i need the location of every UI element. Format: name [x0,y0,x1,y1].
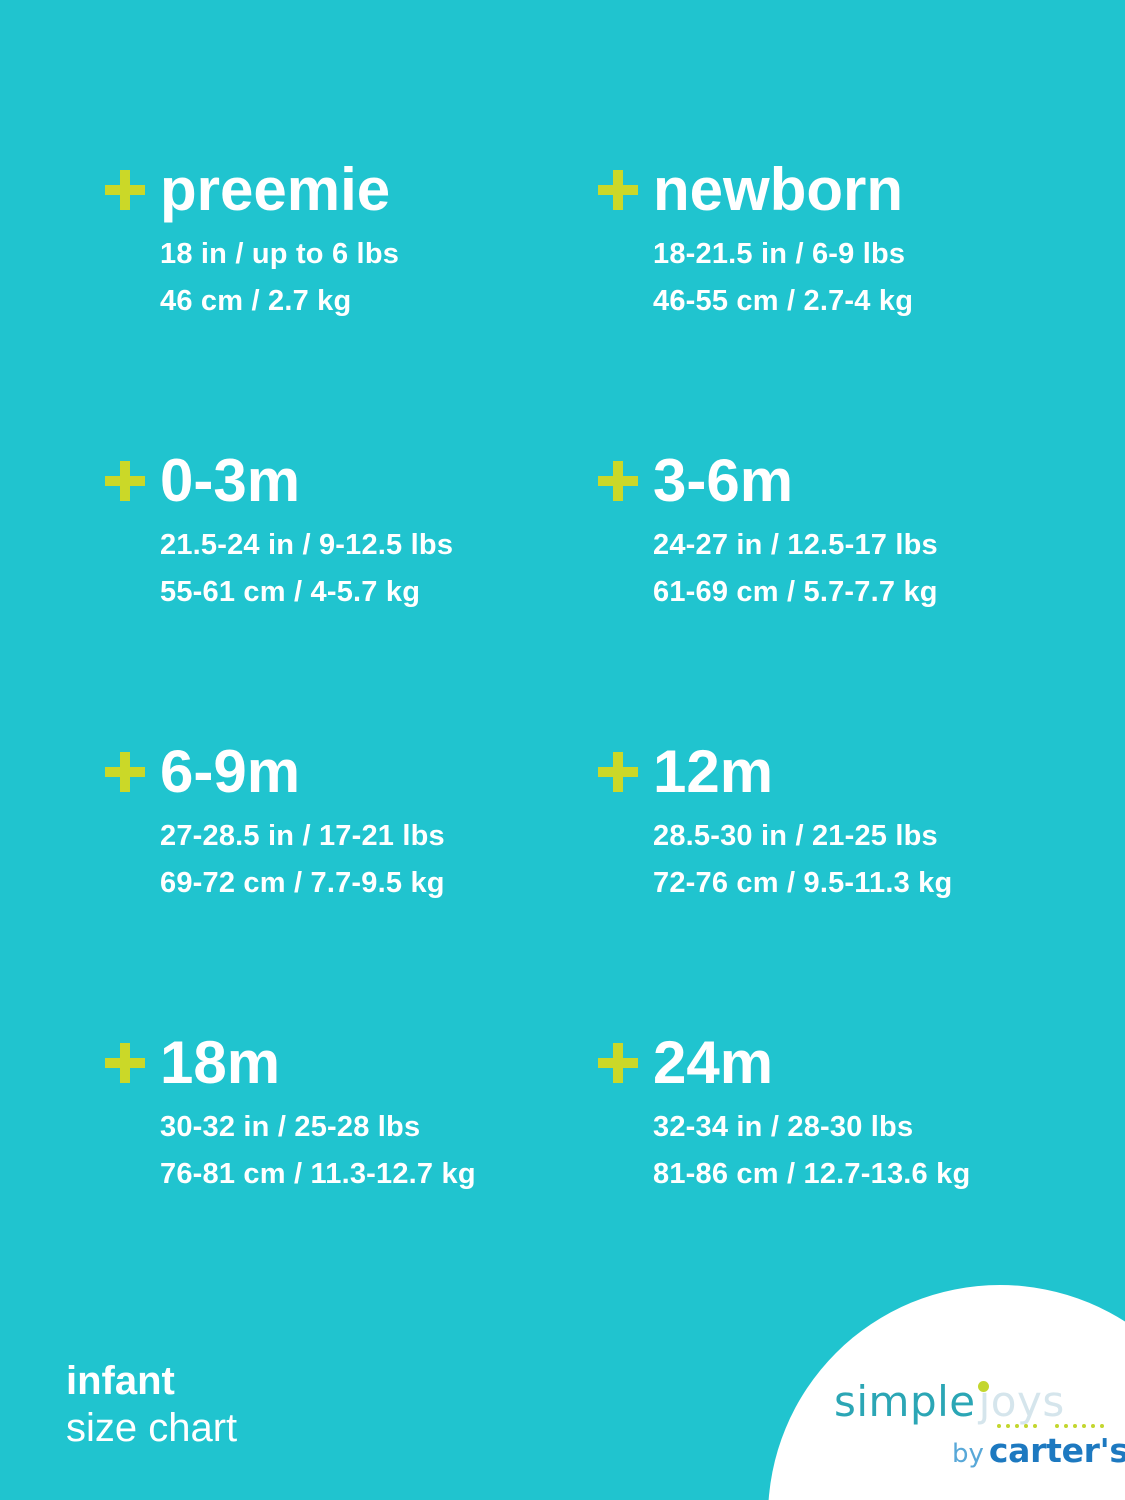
size-label: 18m [160,1029,281,1096]
dotted-underline-icon [997,1424,1037,1428]
size-imperial-range: 32-34 in / 28-30 lbs [653,1111,914,1143]
size-metric-range: 61-69 cm / 5.7-7.7 kg [653,576,938,608]
size-imperial-range: 30-32 in / 25-28 lbs [160,1111,421,1143]
byline-carters: carter's [988,1431,1125,1470]
size-metric-range: 72-76 cm / 9.5-11.3 kg [653,867,953,899]
plus-icon [105,461,145,501]
size-entry-6-9m: 6-9m 27-28.5 in / 17-21 lbs 69-72 cm / 7… [105,740,575,907]
size-entry-12m: 12m 28.5-30 in / 21-25 lbs 72-76 cm / 9.… [598,740,1068,907]
plus-icon [598,170,638,210]
brand-wordmark: simplejoys [834,1377,1065,1426]
size-entry-24m: 24m 32-34 in / 28-30 lbs 81-86 cm / 12.7… [598,1031,1068,1198]
size-imperial-range: 18-21.5 in / 6-9 lbs [653,238,906,270]
size-metric-range: 81-86 cm / 12.7-13.6 kg [653,1158,971,1190]
size-label: 24m [653,1029,774,1096]
plus-icon [598,1043,638,1083]
size-metric-range: 55-61 cm / 4-5.7 kg [160,576,421,608]
size-metric-range: 46 cm / 2.7 kg [160,285,352,317]
plus-icon [598,461,638,501]
plus-icon [105,1043,145,1083]
size-imperial-range: 24-27 in / 12.5-17 lbs [653,529,938,561]
brand-joys: joys [978,1377,1065,1426]
size-label: 12m [653,738,774,805]
plus-icon [105,170,145,210]
byline-by: by [952,1439,984,1469]
size-label: newborn [653,156,903,223]
chart-title: infant size chart [66,1358,237,1452]
plus-icon [598,752,638,792]
size-label: preemie [160,156,391,223]
size-entry-18m: 18m 30-32 in / 25-28 lbs 76-81 cm / 11.3… [105,1031,575,1198]
size-label: 3-6m [653,447,794,514]
size-label: 6-9m [160,738,301,805]
size-entry-0-3m: 0-3m 21.5-24 in / 9-12.5 lbs 55-61 cm / … [105,449,575,616]
size-entry-newborn: newborn 18-21.5 in / 6-9 lbs 46-55 cm / … [598,158,1068,325]
plus-icon [105,752,145,792]
size-imperial-range: 27-28.5 in / 17-21 lbs [160,820,445,852]
brand-simple: simple [834,1377,976,1426]
dotted-underline-icon [1055,1424,1104,1428]
size-entry-preemie: preemie 18 in / up to 6 lbs 46 cm / 2.7 … [105,158,575,325]
size-imperial-range: 28.5-30 in / 21-25 lbs [653,820,938,852]
size-label: 0-3m [160,447,301,514]
size-metric-range: 46-55 cm / 2.7-4 kg [653,285,914,317]
size-metric-range: 69-72 cm / 7.7-9.5 kg [160,867,445,899]
chart-subtitle: size chart [66,1406,238,1450]
size-entry-3-6m: 3-6m 24-27 in / 12.5-17 lbs 61-69 cm / 5… [598,449,1068,616]
size-metric-range: 76-81 cm / 11.3-12.7 kg [160,1158,476,1190]
size-imperial-range: 18 in / up to 6 lbs [160,238,400,270]
size-imperial-range: 21.5-24 in / 9-12.5 lbs [160,529,454,561]
chart-category: infant [66,1359,175,1403]
